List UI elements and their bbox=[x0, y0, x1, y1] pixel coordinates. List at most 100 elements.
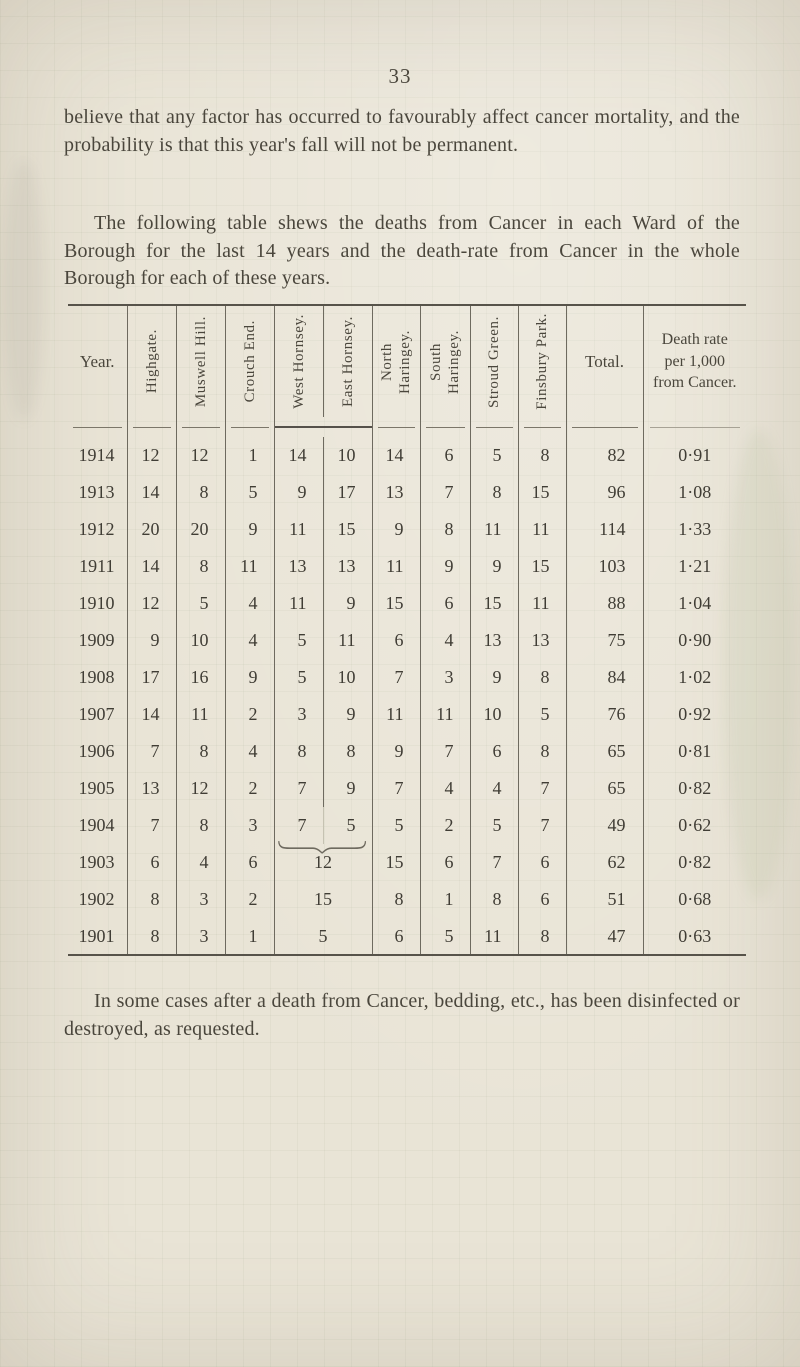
ward-cell: 6 bbox=[420, 437, 471, 474]
table-body: 1914 12 12 1 14 10 14 6 5 8 82 0·91 1913 14 8 5 9 17 13 7 8 1… bbox=[68, 437, 746, 956]
column-header-label: Death rate per 1,000 from Cancer. bbox=[652, 331, 737, 392]
ward-cell: 1 bbox=[420, 881, 471, 918]
ward-cell: 10 bbox=[470, 696, 519, 733]
ward-cell: 11 bbox=[420, 696, 471, 733]
column-header-death-rate: Death rate per 1,000 from Cancer. bbox=[643, 305, 746, 417]
ward-cell: 5 bbox=[274, 659, 324, 696]
ward-cell: 7 bbox=[518, 770, 567, 807]
ward-cell: 13 bbox=[372, 474, 421, 511]
ward-cell: 11 bbox=[518, 585, 567, 622]
ward-cell: 15 bbox=[372, 844, 421, 881]
column-header-label: Stroud Green. bbox=[486, 315, 502, 408]
ward-cell: 5 bbox=[225, 474, 275, 511]
header-rule bbox=[425, 426, 465, 428]
ward-cell: 9 bbox=[470, 548, 519, 585]
year-cell: 1913 bbox=[68, 474, 128, 511]
column-header-total: Total. bbox=[566, 305, 644, 417]
column-header-crouch-end: Crouch End. bbox=[225, 305, 275, 417]
ward-cell: 3 bbox=[274, 696, 324, 733]
ward-cell: 4 bbox=[420, 770, 471, 807]
ward-cell: 5 bbox=[274, 622, 324, 659]
total-cell: 49 bbox=[566, 807, 644, 844]
ward-cell: 7 bbox=[372, 770, 421, 807]
column-header-stroud-green: Stroud Green. bbox=[470, 305, 519, 417]
death-rate-cell: 0·62 bbox=[678, 815, 712, 835]
column-header-label: West Hornsey. bbox=[290, 314, 307, 409]
total-cell: 88 bbox=[566, 585, 644, 622]
ward-cell: 10 bbox=[176, 622, 226, 659]
ward-cell: 9 bbox=[323, 696, 373, 733]
ward-cell: 17 bbox=[127, 659, 177, 696]
ward-cell: 9 bbox=[225, 659, 275, 696]
ward-cell: 3 bbox=[176, 918, 226, 956]
ward-cell: 15 bbox=[518, 548, 567, 585]
ward-cell: 7 bbox=[274, 770, 324, 807]
ward-cell: 7 bbox=[274, 807, 367, 854]
header-rule bbox=[73, 426, 122, 428]
table-row-1905: 1905 13 12 2 7 9 7 4 4 7 65 0·82 bbox=[68, 770, 746, 807]
total-cell: 76 bbox=[566, 696, 644, 733]
ward-cell: 8 bbox=[176, 807, 226, 844]
total-cell: 75 bbox=[566, 622, 644, 659]
ward-cell: 7 bbox=[127, 733, 177, 770]
year-cell: 1912 bbox=[68, 511, 128, 548]
header-rule bbox=[377, 426, 415, 428]
table-row-1904: 1904 7 8 3 7 5 5 2 5 7 49 0·62 bbox=[68, 807, 746, 854]
ward-cell: 8 bbox=[518, 659, 567, 696]
ward-cell: 13 bbox=[274, 548, 324, 585]
ward-cell: 10 bbox=[323, 659, 373, 696]
column-header-label: East Hornsey. bbox=[339, 316, 356, 407]
ward-cell: 13 bbox=[323, 548, 373, 585]
ward-cell: 20 bbox=[127, 511, 177, 548]
total-cell: 65 bbox=[566, 770, 644, 807]
header-rule bbox=[181, 426, 220, 428]
ward-cell: 6 bbox=[225, 844, 275, 881]
ward-cell: 15 bbox=[372, 585, 421, 622]
ward-cell: 15 bbox=[323, 511, 373, 548]
ward-cell: 7 bbox=[470, 844, 519, 881]
total-cell: 103 bbox=[566, 548, 644, 585]
ward-cell: 8 bbox=[518, 733, 567, 770]
ward-cell: 11 bbox=[372, 696, 421, 733]
table-row-1901: 1901 8 3 1 5 6 5 11 8 47 0·63 bbox=[68, 918, 746, 956]
total-cell: 51 bbox=[566, 881, 644, 918]
ward-cell: 4 bbox=[420, 622, 471, 659]
ward-cell: 11 bbox=[323, 622, 373, 659]
ward-cell: 11 bbox=[470, 511, 519, 548]
table-row-1908: 1908 17 16 9 5 10 7 3 9 8 84 1·02 bbox=[68, 659, 746, 696]
year-cell: 1911 bbox=[68, 548, 128, 585]
ward-cell: 12 bbox=[127, 585, 177, 622]
year-cell: 1909 bbox=[68, 622, 128, 659]
column-header-west-hornsey: West Hornsey. bbox=[274, 305, 324, 417]
cancer-deaths-by-ward-table: Year. Highgate. Muswell Hill. Crouch End… bbox=[68, 304, 746, 956]
ward-cell: 5 bbox=[420, 918, 471, 956]
year-cell: 1907 bbox=[68, 696, 128, 733]
column-header-label: Highgate. bbox=[143, 329, 160, 394]
ward-cell: 4 bbox=[470, 770, 519, 807]
death-rate-cell: 1·02 bbox=[678, 667, 712, 687]
total-cell: 96 bbox=[566, 474, 644, 511]
ward-cell: 8 bbox=[372, 881, 421, 918]
ward-cell: 20 bbox=[176, 511, 226, 548]
table-row-1911: 1911 14 8 11 13 13 11 9 9 15 103 1·21 bbox=[68, 548, 746, 585]
ward-cell: 9 bbox=[323, 770, 373, 807]
year-cell: 1904 bbox=[68, 807, 128, 844]
ward-cell: 4 bbox=[225, 585, 275, 622]
ward-cell: 13 bbox=[518, 622, 567, 659]
year-cell: 1901 bbox=[68, 918, 128, 956]
merged-hornsey-cell: 5 bbox=[274, 918, 373, 956]
column-header-label: Muswell Hill. bbox=[192, 315, 209, 408]
death-rate-cell: 0·82 bbox=[678, 778, 712, 798]
ward-cell: 2 bbox=[420, 807, 471, 844]
table-row-1913: 1913 14 8 5 9 17 13 7 8 15 96 1·08 bbox=[68, 474, 746, 511]
ward-cell: 1 bbox=[225, 918, 275, 956]
ward-cell: 4 bbox=[225, 733, 275, 770]
total-cell: 47 bbox=[566, 918, 644, 956]
death-rate-cell: 1·04 bbox=[678, 593, 712, 613]
death-rate-cell: 1·33 bbox=[678, 519, 712, 539]
ward-cell: 12 bbox=[176, 437, 226, 474]
column-header-south-haringey: South Haringey. bbox=[420, 305, 471, 417]
table-header-row: Year. Highgate. Muswell Hill. Crouch End… bbox=[68, 305, 746, 417]
header-rule bbox=[523, 426, 561, 428]
total-cell: 84 bbox=[566, 659, 644, 696]
